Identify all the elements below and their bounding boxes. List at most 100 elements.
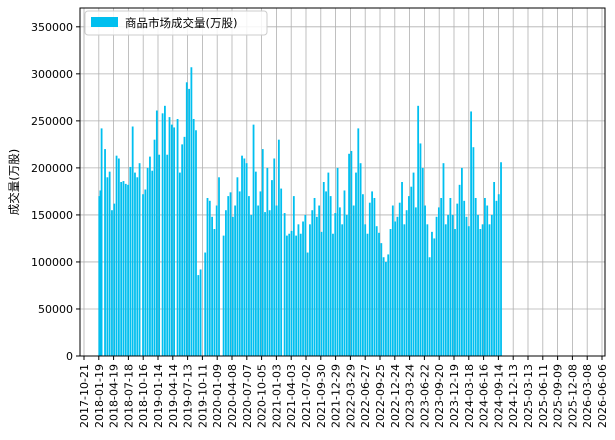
volume-bar (348, 153, 350, 356)
volume-bar (178, 172, 181, 356)
volume-bar (371, 191, 374, 356)
volume-bar (115, 155, 118, 356)
y-tick-label: 350000 (31, 21, 73, 34)
x-tick-label: 2020-10-05 (256, 364, 269, 428)
x-tick-label: 2024-12-13 (507, 364, 520, 428)
x-tick-label: 2021-01-03 (270, 364, 283, 428)
volume-bar (500, 162, 502, 356)
volume-bar (188, 88, 190, 357)
volume-bar (458, 184, 461, 356)
volume-bar (238, 191, 241, 356)
volume-bar (405, 210, 408, 356)
volume-bar (185, 82, 188, 356)
x-tick-label: 2021-09-30 (315, 364, 328, 428)
volume-bar (241, 155, 243, 356)
volume-bar (197, 275, 200, 356)
volume-bar (288, 233, 291, 356)
volume-bar (266, 167, 269, 356)
volume-bar (355, 172, 357, 356)
volume-bar (426, 224, 429, 356)
volume-bar (151, 170, 154, 356)
y-tick-label: 250000 (31, 115, 73, 128)
volume-bar (108, 171, 111, 356)
volume-bar (211, 216, 214, 356)
volume-bar (292, 196, 295, 356)
volume-bar (259, 191, 262, 356)
volume-bar (261, 149, 264, 356)
volume-bar (225, 210, 227, 356)
volume-bar (243, 158, 246, 356)
volume-bar (403, 224, 406, 356)
volume-bar (299, 233, 302, 356)
volume-bar (449, 197, 452, 356)
volume-bar (361, 194, 364, 356)
volume-bar (329, 196, 332, 356)
x-tick-label: 2022-03-29 (344, 364, 357, 428)
y-tick-label: 300000 (31, 68, 73, 81)
volume-bar (283, 213, 286, 356)
volume-bar (273, 158, 276, 356)
volume-bar (215, 205, 218, 356)
volume-bar (364, 224, 367, 356)
volume-bar (213, 229, 216, 356)
volume-bar (127, 184, 129, 356)
volume-bar (149, 156, 151, 356)
legend-box (84, 10, 268, 36)
volume-bar (236, 177, 239, 356)
volume-bar (440, 197, 443, 356)
volume-bar (391, 205, 394, 356)
volume-bar (286, 235, 288, 356)
x-tick-label: 2018-07-18 (122, 364, 135, 428)
volume-bar (122, 181, 125, 356)
volume-bar (442, 163, 445, 356)
volume-bar (257, 205, 260, 356)
volume-bar (229, 192, 232, 356)
volume-bar (417, 105, 420, 356)
x-tick-label: 2024-06-16 (478, 364, 491, 428)
volume-bar (410, 186, 413, 356)
volume-bar (111, 210, 113, 356)
volume-bar (100, 128, 103, 356)
volume-bar (488, 224, 491, 356)
volume-bar (117, 158, 120, 356)
volume-bar (495, 200, 498, 356)
x-tick-label: 2020-01-09 (211, 364, 224, 428)
volume-bar (389, 229, 392, 356)
volume-bar (144, 189, 147, 356)
volume-bar (297, 224, 300, 356)
volume-bar (380, 243, 383, 356)
x-tick-label: 2026-06-06 (596, 364, 609, 428)
volume-bar (387, 254, 390, 356)
volume-bar (268, 210, 271, 356)
volume-bar (134, 172, 136, 356)
volume-bar (208, 200, 211, 356)
x-tick-label: 2018-04-19 (108, 364, 121, 428)
volume-bar (332, 233, 334, 356)
volume-bar (484, 197, 486, 356)
volume-bar (343, 190, 346, 356)
volume-bar (190, 67, 193, 356)
y-tick-label: 0 (66, 350, 73, 363)
x-tick-label: 2023-09-20 (433, 364, 446, 428)
volume-bar (302, 221, 304, 356)
volume-bar (322, 182, 325, 356)
volume-bar (357, 128, 360, 356)
volume-bar (138, 163, 141, 356)
volume-bar (106, 177, 109, 356)
x-tick-label: 2021-07-02 (300, 364, 313, 428)
volume-bar (318, 205, 321, 356)
volume-bar (129, 166, 132, 356)
volume-bar (465, 216, 468, 356)
volume-bar (304, 214, 307, 356)
volume-bar (204, 252, 207, 356)
volume-bar (234, 205, 237, 356)
x-tick-label: 2025-03-13 (522, 364, 535, 428)
volume-bar (490, 214, 493, 356)
y-tick-label: 150000 (31, 209, 73, 222)
volume-bar (168, 117, 171, 357)
x-tick-label: 2022-06-27 (359, 364, 372, 428)
y-tick-label: 100000 (31, 256, 73, 269)
volume-bar (173, 127, 176, 357)
legend-label: 商品市场成交量(万股) (125, 16, 237, 30)
